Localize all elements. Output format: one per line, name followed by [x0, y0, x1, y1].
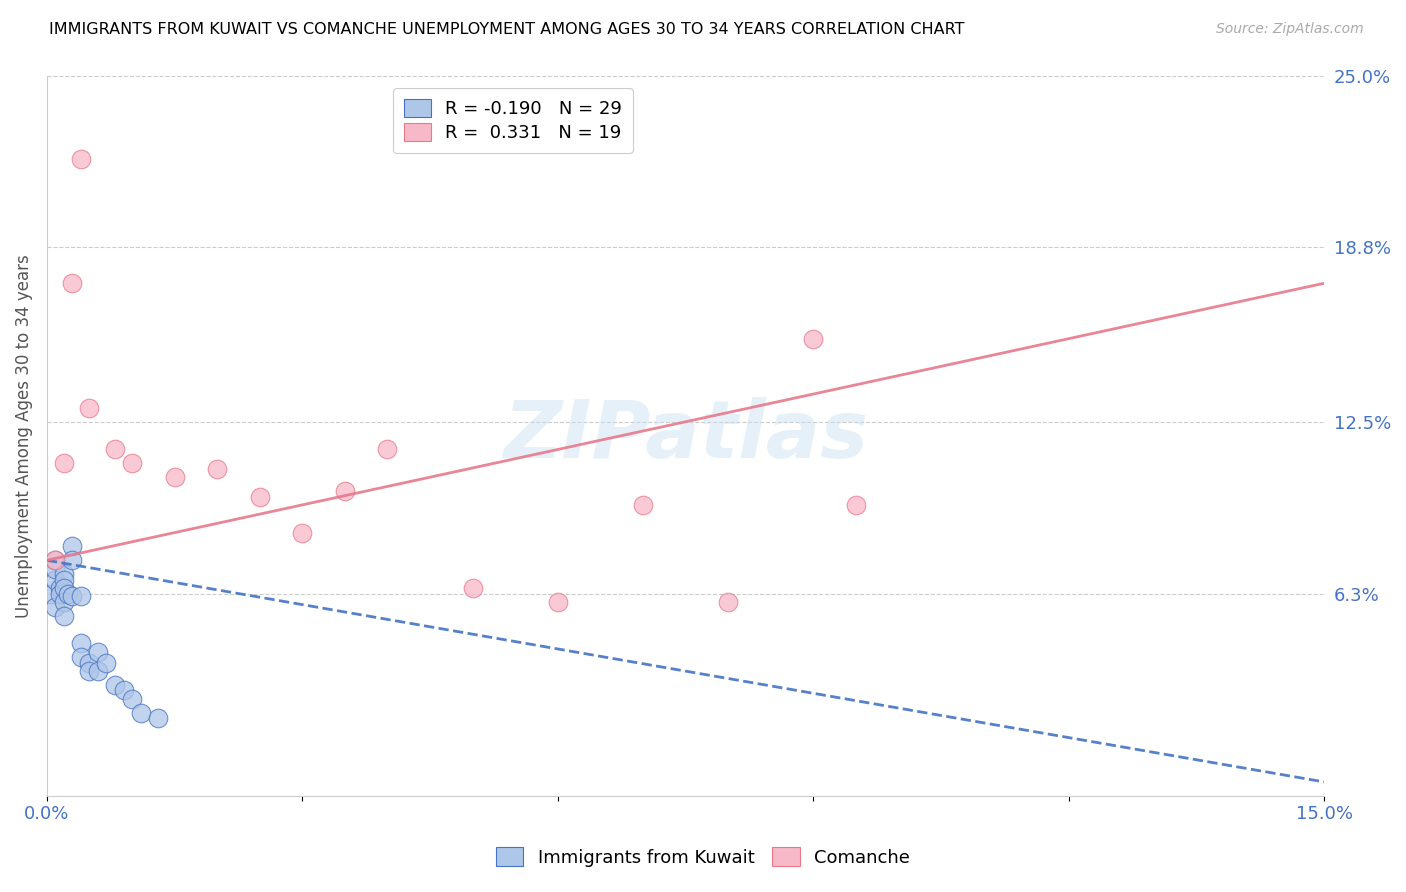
- Y-axis label: Unemployment Among Ages 30 to 34 years: Unemployment Among Ages 30 to 34 years: [15, 253, 32, 617]
- Point: [52, 608, 75, 623]
- Point: [104, 678, 127, 692]
- Point: [121, 456, 143, 470]
- Point: [547, 595, 569, 609]
- Point: [79, 656, 101, 670]
- Point: [62, 277, 84, 291]
- Point: [121, 691, 143, 706]
- Point: [291, 525, 314, 540]
- Point: [79, 664, 101, 678]
- Point: [52, 581, 75, 595]
- Point: [70, 152, 93, 166]
- Legend: R = -0.190   N = 29, R =  0.331   N = 19: R = -0.190 N = 29, R = 0.331 N = 19: [394, 88, 633, 153]
- Point: [163, 470, 186, 484]
- Point: [79, 401, 101, 415]
- Point: [44, 600, 66, 615]
- Point: [96, 656, 118, 670]
- Point: [52, 456, 75, 470]
- Legend: Immigrants from Kuwait, Comanche: Immigrants from Kuwait, Comanche: [489, 840, 917, 874]
- Point: [129, 706, 152, 720]
- Point: [56, 586, 79, 600]
- Point: [44, 553, 66, 567]
- Point: [104, 442, 127, 457]
- Point: [48, 581, 70, 595]
- Text: IMMIGRANTS FROM KUWAIT VS COMANCHE UNEMPLOYMENT AMONG AGES 30 TO 34 YEARS CORREL: IMMIGRANTS FROM KUWAIT VS COMANCHE UNEMP…: [49, 22, 965, 37]
- Point: [249, 490, 271, 504]
- Point: [377, 442, 399, 457]
- Text: ZIPatlas: ZIPatlas: [503, 397, 868, 475]
- Point: [62, 590, 84, 604]
- Point: [62, 540, 84, 554]
- Point: [845, 498, 868, 512]
- Point: [461, 581, 484, 595]
- Point: [52, 567, 75, 582]
- Point: [87, 645, 110, 659]
- Point: [44, 553, 66, 567]
- Point: [112, 683, 135, 698]
- Point: [205, 462, 228, 476]
- Text: Source: ZipAtlas.com: Source: ZipAtlas.com: [1216, 22, 1364, 37]
- Point: [70, 636, 93, 650]
- Point: [70, 650, 93, 665]
- Point: [146, 711, 169, 725]
- Point: [52, 573, 75, 587]
- Point: [48, 586, 70, 600]
- Point: [717, 595, 740, 609]
- Point: [70, 590, 93, 604]
- Point: [333, 483, 356, 498]
- Point: [801, 332, 824, 346]
- Point: [44, 573, 66, 587]
- Point: [39, 586, 62, 600]
- Point: [87, 664, 110, 678]
- Point: [44, 561, 66, 575]
- Point: [52, 595, 75, 609]
- Point: [62, 553, 84, 567]
- Point: [631, 498, 654, 512]
